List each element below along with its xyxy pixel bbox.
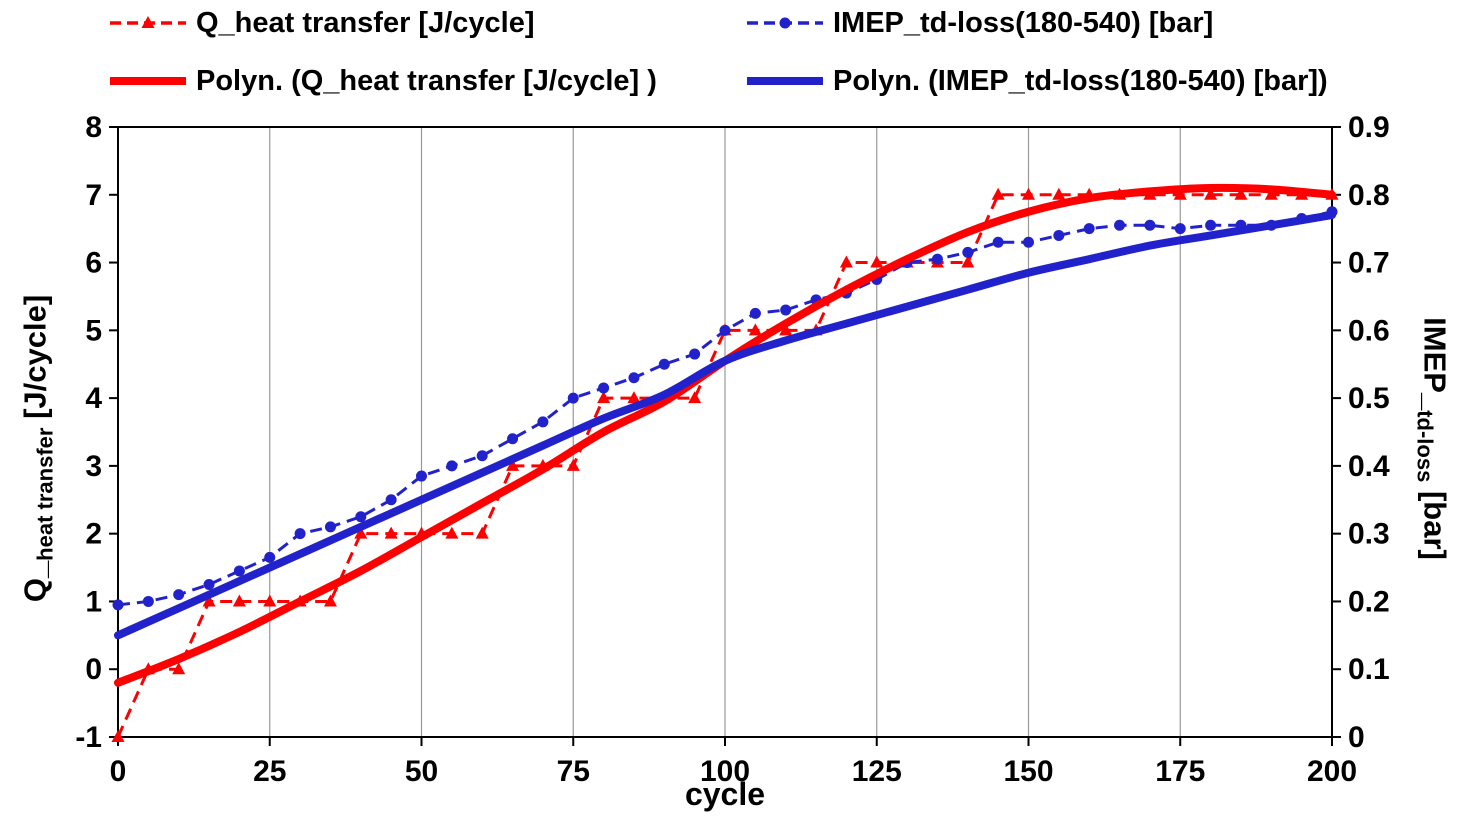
svg-text:3: 3 bbox=[85, 450, 102, 483]
svg-text:-1: -1 bbox=[75, 721, 102, 754]
svg-text:0.9: 0.9 bbox=[1348, 111, 1390, 144]
legend-swatch-imep-data bbox=[747, 17, 823, 29]
x-axis-title: cycle bbox=[684, 776, 766, 812]
legend-item-imep-poly: Polyn. (IMEP_td-loss(180-540) [bar]) bbox=[745, 64, 1328, 97]
svg-text:7: 7 bbox=[85, 179, 102, 212]
svg-text:0.3: 0.3 bbox=[1348, 518, 1390, 551]
svg-text:0.1: 0.1 bbox=[1348, 653, 1390, 686]
svg-text:100: 100 bbox=[700, 755, 750, 788]
legend-label: IMEP_td-loss(180-540) [bar] bbox=[833, 6, 1214, 39]
svg-text:6: 6 bbox=[85, 247, 102, 280]
legend-label: Polyn. (IMEP_td-loss(180-540) [bar]) bbox=[833, 64, 1328, 97]
svg-text:25: 25 bbox=[253, 755, 286, 788]
legend-item-q-heat-poly: Polyn. (Q_heat transfer [J/cycle] ) bbox=[108, 64, 657, 97]
svg-text:150: 150 bbox=[1003, 755, 1053, 788]
legend-swatch-q-heat-poly bbox=[110, 77, 186, 85]
svg-text:4: 4 bbox=[85, 382, 102, 415]
svg-text:1: 1 bbox=[85, 585, 102, 618]
svg-text:0: 0 bbox=[1348, 721, 1365, 754]
svg-text:0.7: 0.7 bbox=[1348, 247, 1390, 280]
svg-text:0: 0 bbox=[110, 755, 127, 788]
svg-text:0: 0 bbox=[85, 653, 102, 686]
svg-text:125: 125 bbox=[852, 755, 902, 788]
svg-text:75: 75 bbox=[557, 755, 590, 788]
y-axis-title-left: Q_heat transfer [J/cycle] bbox=[17, 294, 58, 603]
legend-item-imep-data: IMEP_td-loss(180-540) [bar] bbox=[745, 6, 1214, 39]
legend-label: Q_heat transfer [J/cycle] bbox=[196, 6, 535, 39]
svg-text:8: 8 bbox=[85, 111, 102, 144]
y-axis-title-right: IMEP_td-loss [bar] bbox=[1412, 317, 1453, 560]
svg-text:2: 2 bbox=[85, 518, 102, 551]
svg-text:0.6: 0.6 bbox=[1348, 314, 1390, 347]
svg-text:50: 50 bbox=[405, 755, 438, 788]
svg-text:200: 200 bbox=[1307, 755, 1357, 788]
svg-text:0.2: 0.2 bbox=[1348, 585, 1390, 618]
series-polyn-imep-td-loss-180-540-bar- bbox=[114, 211, 1336, 640]
legend-swatch-q-heat-data bbox=[110, 16, 186, 28]
legend-swatch-imep-poly bbox=[747, 77, 823, 85]
legend-item-q-heat-data: Q_heat transfer [J/cycle] bbox=[108, 6, 535, 39]
svg-text:0.5: 0.5 bbox=[1348, 382, 1390, 415]
svg-text:0.8: 0.8 bbox=[1348, 179, 1390, 212]
svg-text:175: 175 bbox=[1155, 755, 1205, 788]
legend-label: Polyn. (Q_heat transfer [J/cycle] ) bbox=[196, 64, 657, 97]
svg-text:5: 5 bbox=[85, 314, 102, 347]
svg-text:0.4: 0.4 bbox=[1348, 450, 1390, 483]
